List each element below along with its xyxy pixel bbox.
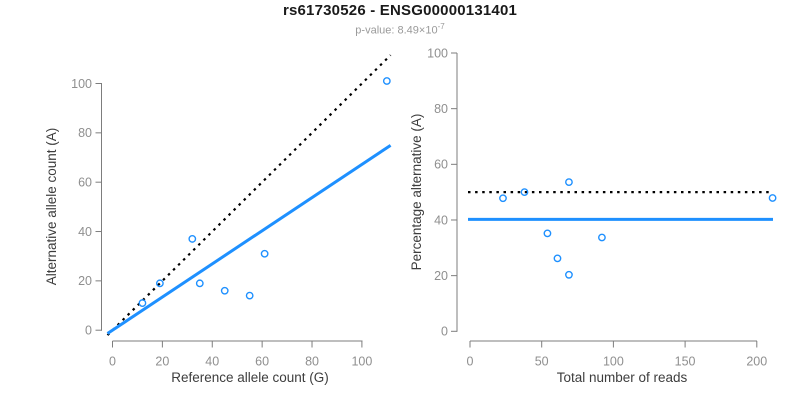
y-tick-label: 60 xyxy=(434,158,448,172)
x-tick-label: 40 xyxy=(205,355,219,369)
figure-subtitle: p-value: 8.49×10-7 xyxy=(0,22,800,37)
right-yaxis-title: Percentage alternative (A) xyxy=(409,114,424,271)
data-point xyxy=(553,254,562,263)
data-point xyxy=(499,194,507,203)
x-tick-label: 150 xyxy=(675,355,696,369)
y-tick-label: 0 xyxy=(85,324,92,338)
data-point xyxy=(195,279,204,288)
data-point xyxy=(260,249,269,258)
y-tick-label: 40 xyxy=(78,225,92,239)
y-tick-label: 80 xyxy=(78,126,92,140)
y-tick-label: 40 xyxy=(434,213,448,227)
figure-title: rs61730526 - ENSG00000131401 xyxy=(282,2,518,19)
x-tick-label: 200 xyxy=(746,355,767,369)
y-tick-label: 100 xyxy=(427,46,448,60)
identity-line xyxy=(106,54,392,336)
data-point xyxy=(565,178,573,187)
data-point xyxy=(188,235,197,243)
data-point xyxy=(598,233,606,242)
y-tick-label: 0 xyxy=(441,325,448,339)
data-point xyxy=(520,188,529,197)
y-tick-label: 100 xyxy=(71,77,92,91)
x-tick-label: 100 xyxy=(351,355,372,369)
data-point xyxy=(382,77,391,85)
left-yaxis-title: Alternative allele count (A) xyxy=(44,128,59,286)
x-tick-label: 50 xyxy=(535,355,549,369)
data-point xyxy=(768,194,777,202)
data-point xyxy=(138,299,147,307)
y-tick-label: 20 xyxy=(434,269,448,283)
y-tick-label: 80 xyxy=(434,102,448,116)
data-point xyxy=(543,229,552,238)
pvalue-text: p-value: 8.49×10 xyxy=(355,24,438,37)
x-tick-label: 80 xyxy=(305,355,319,369)
y-tick-label: 60 xyxy=(78,175,92,189)
left-scatter-plot: 0 20 40 60 80 100 0 20 40 60 80 100 xyxy=(71,54,392,369)
left-xaxis-title: Reference allele count (G) xyxy=(171,370,329,385)
data-point xyxy=(245,291,254,300)
x-tick-label: 0 xyxy=(109,355,116,369)
x-tick-label: 60 xyxy=(255,355,269,369)
right-xaxis-title: Total number of reads xyxy=(557,370,688,385)
data-point xyxy=(565,270,573,279)
data-point xyxy=(220,286,229,295)
y-tick-label: 20 xyxy=(78,274,92,288)
fitted-ratio-line xyxy=(106,144,392,335)
data-point xyxy=(155,279,164,288)
pvalue-exponent: -7 xyxy=(437,22,445,31)
x-tick-label: 100 xyxy=(603,355,624,369)
right-scatter-plot: 0 20 40 60 80 100 0 50 100 150 200 xyxy=(427,46,777,369)
x-tick-label: 0 xyxy=(467,355,474,369)
x-tick-label: 20 xyxy=(155,355,169,369)
